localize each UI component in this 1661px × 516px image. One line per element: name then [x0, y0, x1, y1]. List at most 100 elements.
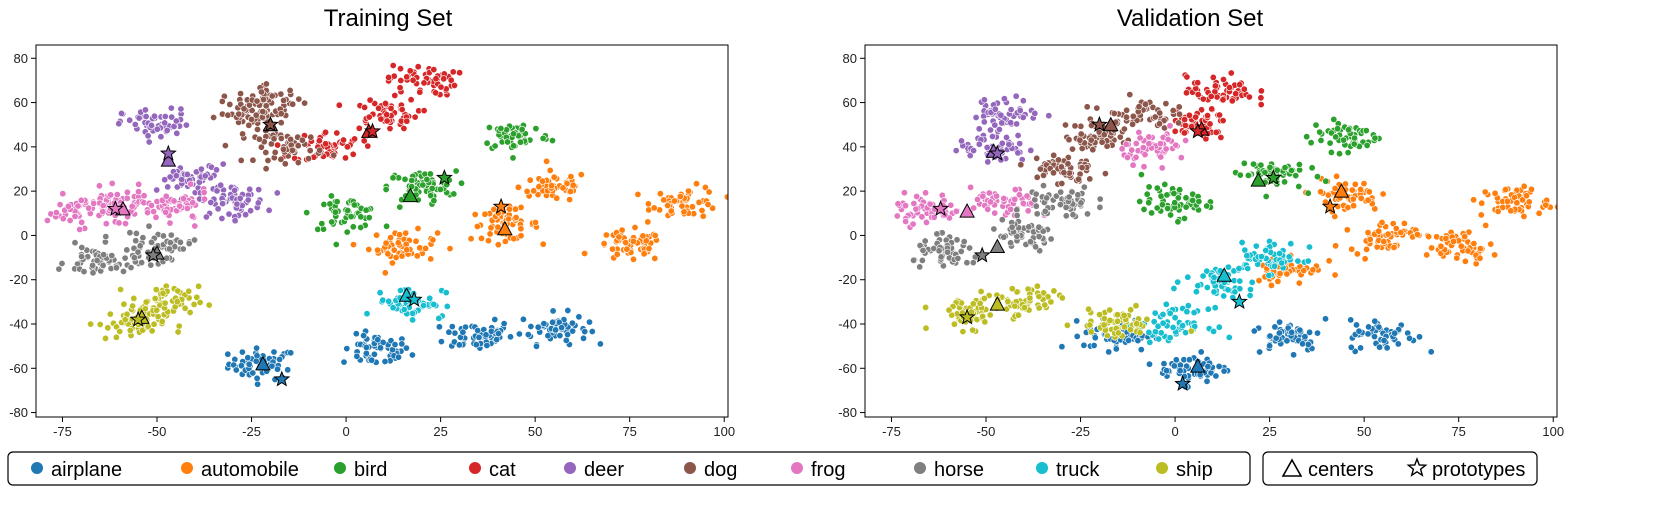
point-frog: [99, 202, 107, 210]
point-cat: [420, 79, 428, 87]
point-cat: [407, 96, 415, 104]
point-automobile: [1519, 196, 1527, 204]
point-dog: [237, 156, 245, 164]
point-automobile: [1542, 201, 1550, 209]
point-frog: [200, 189, 208, 197]
point-airplane: [1160, 360, 1168, 368]
point-horse: [185, 240, 193, 248]
point-automobile: [402, 229, 410, 237]
point-cat: [1216, 111, 1224, 119]
point-ship: [1120, 311, 1128, 319]
point-frog: [984, 205, 992, 213]
point-frog: [1157, 153, 1165, 161]
point-bird: [1136, 198, 1144, 206]
point-horse: [969, 259, 977, 267]
point-dog: [1055, 156, 1063, 164]
point-dog: [1100, 131, 1108, 139]
point-automobile: [723, 193, 728, 201]
point-horse: [1043, 194, 1051, 202]
point-airplane: [568, 319, 576, 327]
point-horse: [78, 253, 86, 261]
point-ship: [175, 322, 183, 330]
point-airplane: [1427, 348, 1435, 356]
point-bird: [1157, 192, 1165, 200]
point-airplane: [1197, 348, 1205, 356]
point-cat: [315, 137, 323, 145]
point-bird: [1371, 134, 1379, 142]
point-truck: [385, 297, 393, 305]
point-cat: [447, 76, 455, 84]
point-dog: [1151, 113, 1159, 121]
point-bird: [1244, 171, 1252, 179]
point-airplane: [276, 355, 284, 363]
point-automobile: [381, 269, 389, 277]
point-deer: [1016, 107, 1024, 115]
legend-swatch-airplane: [31, 462, 43, 474]
point-automobile: [390, 246, 398, 254]
point-horse: [126, 229, 134, 237]
point-airplane: [1371, 317, 1379, 325]
point-horse: [127, 264, 135, 272]
y-tick-label: -20: [9, 272, 28, 287]
point-automobile: [701, 183, 709, 191]
point-horse: [1039, 227, 1047, 235]
legend-swatch-cat: [469, 462, 481, 474]
y-tick-label: 60: [14, 95, 28, 110]
scatter-points: [893, 69, 1557, 391]
point-deer: [233, 200, 241, 208]
point-horse: [990, 225, 998, 233]
point-cat: [391, 92, 399, 100]
point-bird: [518, 125, 526, 133]
point-automobile: [382, 239, 390, 247]
point-truck: [1306, 243, 1314, 251]
point-automobile: [567, 173, 575, 181]
point-truck: [1179, 322, 1187, 330]
y-tick-label: 20: [14, 184, 28, 199]
y-tick-label: 0: [850, 228, 857, 243]
point-deer: [218, 215, 226, 223]
point-bird: [419, 181, 427, 189]
point-deer: [1045, 112, 1053, 120]
point-horse: [89, 261, 97, 269]
point-ship: [1096, 311, 1104, 319]
point-frog: [909, 220, 917, 228]
point-bird: [1317, 136, 1325, 144]
point-horse: [1033, 210, 1041, 218]
legend-swatch-truck: [1036, 462, 1048, 474]
point-automobile: [1476, 245, 1484, 253]
point-deer: [161, 176, 169, 184]
point-bird: [516, 138, 524, 146]
point-deer: [231, 217, 239, 225]
plot-frame: [864, 44, 1558, 418]
point-ship: [112, 333, 120, 341]
point-bird: [428, 184, 436, 192]
point-dog: [1142, 100, 1150, 108]
point-cat: [339, 136, 347, 144]
point-automobile: [373, 231, 381, 239]
point-automobile: [1300, 267, 1308, 275]
point-automobile: [505, 215, 513, 223]
point-truck: [419, 301, 427, 309]
point-truck: [442, 289, 450, 297]
point-automobile: [1341, 180, 1349, 188]
point-deer: [972, 114, 980, 122]
point-frog: [52, 209, 60, 217]
point-bird: [1236, 171, 1244, 179]
point-truck: [1211, 304, 1219, 312]
point-bird: [362, 206, 370, 214]
point-automobile: [1400, 219, 1408, 227]
point-automobile: [1350, 202, 1358, 210]
point-frog: [95, 182, 103, 190]
point-frog: [1140, 163, 1148, 171]
point-dog: [257, 143, 265, 151]
point-ship: [161, 299, 169, 307]
legend-label-prototypes: prototypes: [1432, 459, 1525, 481]
point-deer: [217, 181, 225, 189]
point-deer: [1019, 113, 1027, 121]
point-automobile: [1491, 189, 1499, 197]
point-frog: [926, 200, 934, 208]
point-truck: [1155, 335, 1163, 343]
point-frog: [1141, 151, 1149, 159]
point-automobile: [1349, 195, 1357, 203]
point-airplane: [231, 355, 239, 363]
